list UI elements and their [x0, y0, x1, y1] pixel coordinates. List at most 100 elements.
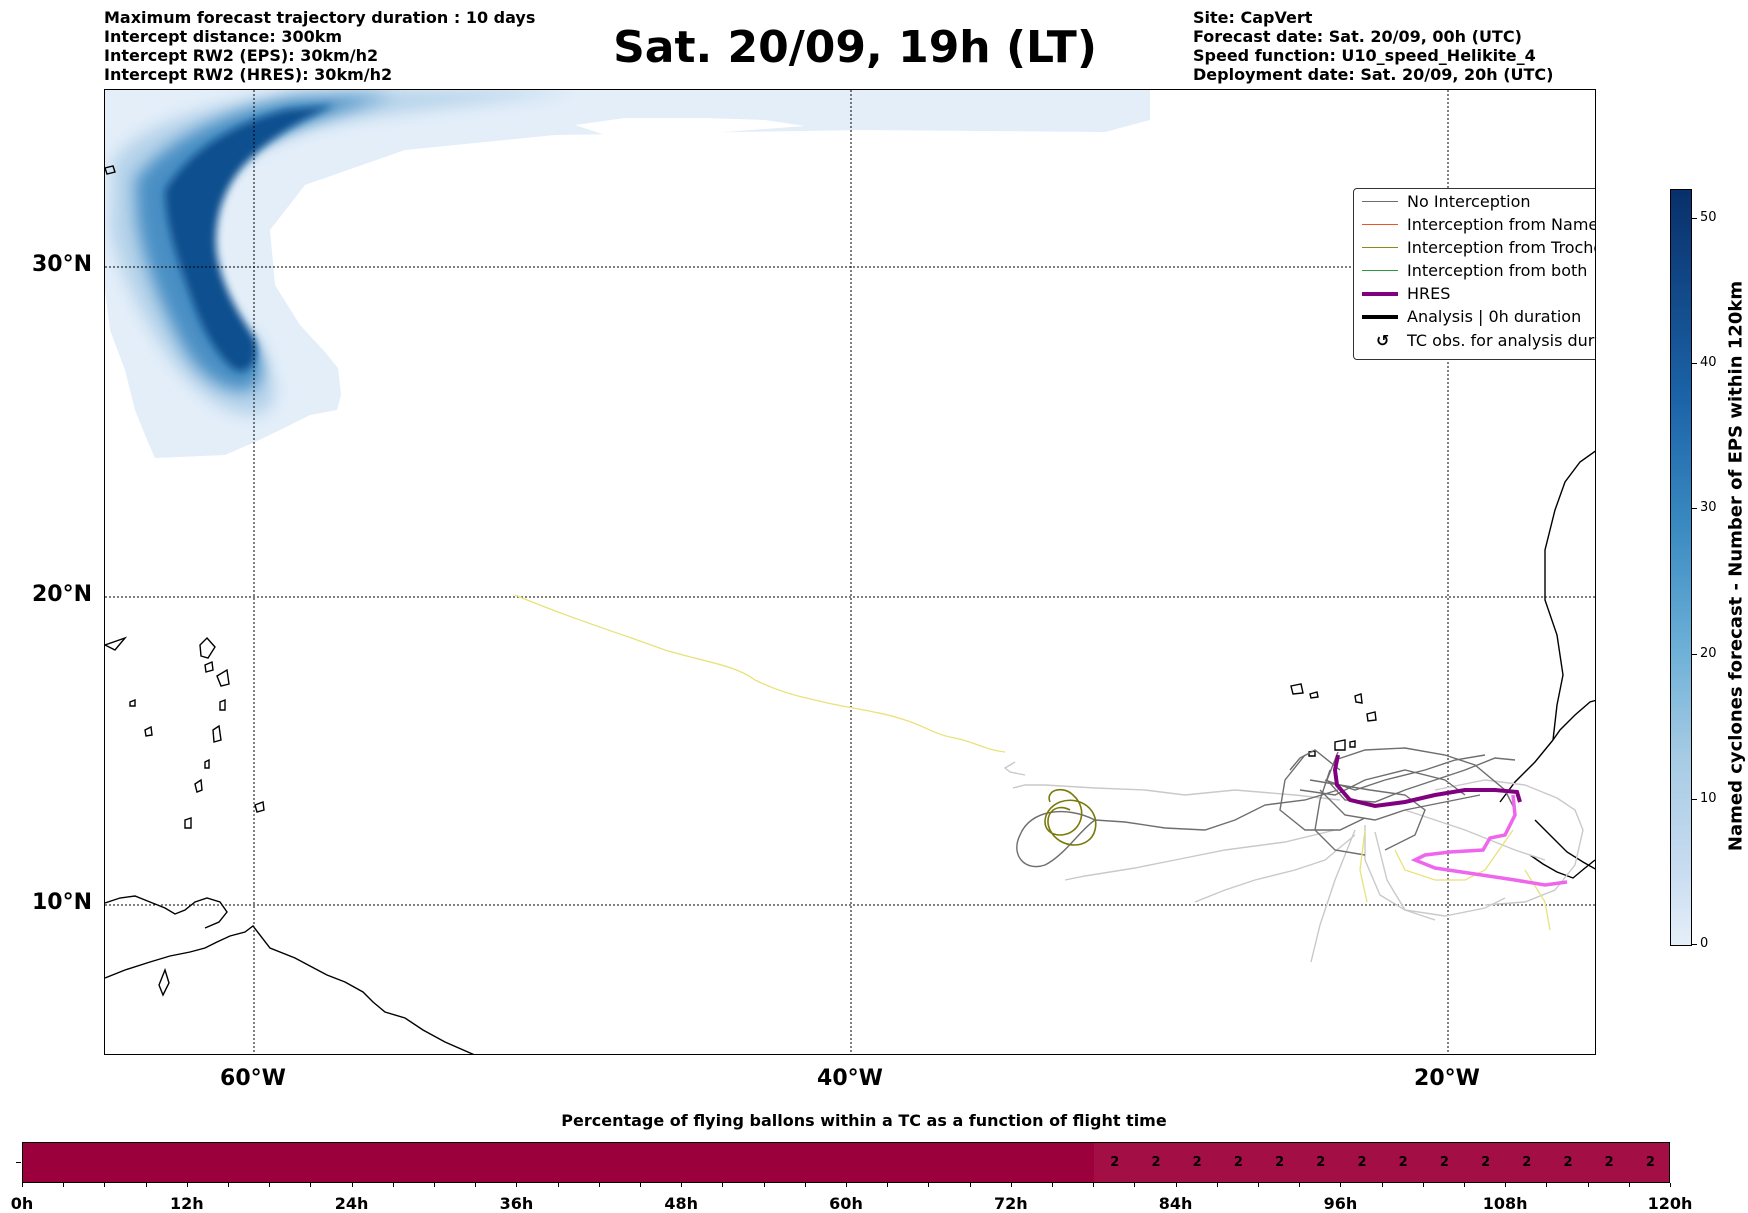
legend-label: TC obs. for analysis duration	[1407, 331, 1595, 350]
colorbar-tick-mark	[1692, 944, 1697, 945]
cape-verde-island	[1366, 711, 1377, 722]
timebar-bin-value: 2	[1481, 1155, 1491, 1170]
timebar-bin-value: 2	[1316, 1155, 1326, 1170]
trajectory-no-interception	[1326, 751, 1516, 803]
map-title: Sat. 20/09, 19h (LT)	[613, 22, 1097, 73]
trajectories-dark	[1016, 747, 1516, 868]
caribbean-island	[194, 778, 203, 793]
legend-swatch	[1362, 270, 1398, 271]
timebar-tick-mark	[1011, 1183, 1012, 1187]
colorbar-tick-label: 30	[1700, 500, 1717, 516]
timebar-bin-value: 2	[1110, 1155, 1120, 1170]
timebar-tick-mark	[1423, 1183, 1424, 1187]
timebar-tick-mark	[1052, 1183, 1053, 1187]
caribbean-island	[204, 660, 214, 673]
timebar-tick-mark	[805, 1183, 806, 1187]
graticule	[105, 90, 1595, 1054]
colorbar	[1670, 189, 1692, 946]
timebar-tick-mark	[640, 1183, 641, 1187]
colorbar-tick-label: 20	[1700, 645, 1717, 661]
tc-observation-icon: ↺	[1376, 331, 1390, 350]
timebar-tick-mark	[22, 1183, 23, 1187]
trajectory-no-interception	[1319, 789, 1481, 821]
trajectory-no-interception	[1310, 829, 1356, 963]
legend-label: Analysis | 0h duration	[1407, 307, 1582, 326]
lat-label: 30°N	[32, 252, 93, 277]
trajectory-no-interception	[1324, 754, 1486, 791]
lon-label: 60°W	[220, 1066, 286, 1091]
timebar-tick-mark	[146, 1183, 147, 1187]
legend-label: No Interception	[1407, 192, 1531, 211]
trajectory-no-interception	[1194, 834, 1356, 903]
timebar-tick-mark	[846, 1183, 847, 1187]
timebar-bin-value: 2	[1233, 1155, 1243, 1170]
timebar-tick-mark	[1464, 1183, 1465, 1187]
caribbean-island	[184, 817, 192, 829]
timebar-tick-mark	[1546, 1183, 1547, 1187]
timebar-bin-value: 2	[1192, 1155, 1202, 1170]
header-left: Maximum forecast trajectory duration : 1…	[104, 8, 535, 84]
timebar-tick-mark	[1588, 1183, 1589, 1187]
timebar-nonzero-band	[1094, 1143, 1669, 1182]
density-level-peak	[165, 105, 335, 371]
hres-trajectory	[1332, 754, 1522, 809]
colorbar-tick-mark	[1692, 218, 1697, 220]
timebar-bin-value: 2	[1398, 1155, 1408, 1170]
lat-label: 20°N	[32, 582, 93, 607]
map-panel: No Interception Interception from Named …	[104, 89, 1596, 1055]
map-canvas	[105, 90, 1595, 1054]
timebar-tick-mark	[1629, 1183, 1630, 1187]
south-america-coast	[105, 925, 475, 1054]
colorbar-tick-mark	[1692, 508, 1697, 510]
legend-swatch	[1362, 224, 1398, 225]
timebar-tick-mark	[352, 1183, 353, 1187]
timebar-tick-label: 12h	[169, 1194, 204, 1213]
timebar-tick-label: 72h	[993, 1194, 1028, 1213]
header-right-line: Site: CapVert	[1193, 8, 1313, 27]
timebar-tick-mark	[722, 1183, 723, 1187]
density-gap	[575, 118, 805, 140]
caribbean-island	[144, 725, 153, 737]
timebar-tick-mark	[1217, 1183, 1218, 1187]
timebar-tick-label: 84h	[1158, 1194, 1193, 1213]
header-right: Site: CapVert Forecast date: Sat. 20/09,…	[1193, 8, 1553, 84]
timebar-tick-mark	[310, 1183, 311, 1187]
colorbar-tick-mark	[1692, 363, 1697, 365]
timebar-tick-label: 0h	[10, 1194, 34, 1213]
timebar-tick-mark	[764, 1183, 765, 1187]
bermuda-shore	[105, 165, 116, 175]
legend-entry: No Interception	[1354, 191, 1595, 213]
timebar-tick-mark	[681, 1183, 682, 1187]
timebar-tick-mark	[228, 1183, 229, 1187]
caribbean-island	[204, 758, 210, 769]
legend-label: Interception from Named cyclone	[1407, 215, 1595, 234]
legend-entry: Analysis | 0h duration	[1354, 306, 1595, 328]
legend-label: Interception from both	[1407, 261, 1588, 280]
legend-entry: ↺ TC obs. for analysis duration	[1354, 330, 1595, 352]
timebar-tick-mark	[1134, 1183, 1135, 1187]
header-right-line: Speed function: U10_speed_Helikite_4	[1193, 46, 1536, 65]
timebar-tick-mark	[516, 1183, 517, 1187]
header-right-line: Forecast date: Sat. 20/09, 00h (UTC)	[1193, 27, 1522, 46]
trajectory-no-interception	[1434, 779, 1584, 906]
coast-detail	[158, 967, 170, 997]
timebar-tick-mark	[1340, 1183, 1341, 1187]
timebar-tick-mark	[1299, 1183, 1300, 1187]
timebar-tick-label: 108h	[1482, 1194, 1528, 1213]
trajectory-no-interception	[1314, 769, 1366, 856]
timebar-tick-label: 120h	[1647, 1194, 1693, 1213]
timebar-bin-value: 2	[1151, 1155, 1161, 1170]
timebar-tick-mark	[1093, 1183, 1094, 1187]
timebar-tick-label: 60h	[829, 1194, 863, 1213]
trajectory-no-interception	[1309, 779, 1426, 851]
trajectory-no-interception	[1374, 831, 1506, 917]
caribbean-island	[105, 636, 128, 651]
cape-verde-island	[1354, 693, 1363, 704]
timebar-tick-label: 96h	[1323, 1194, 1358, 1213]
trajectory-no-interception	[1064, 829, 1336, 881]
timebar-tick-mark	[1382, 1183, 1383, 1187]
timebar-tick-label: 36h	[499, 1194, 534, 1213]
trajectory-no-interception	[1289, 749, 1341, 771]
timebar-title: Percentage of flying ballons within a TC…	[561, 1111, 1167, 1130]
timebar-tick-label: 48h	[664, 1194, 699, 1213]
